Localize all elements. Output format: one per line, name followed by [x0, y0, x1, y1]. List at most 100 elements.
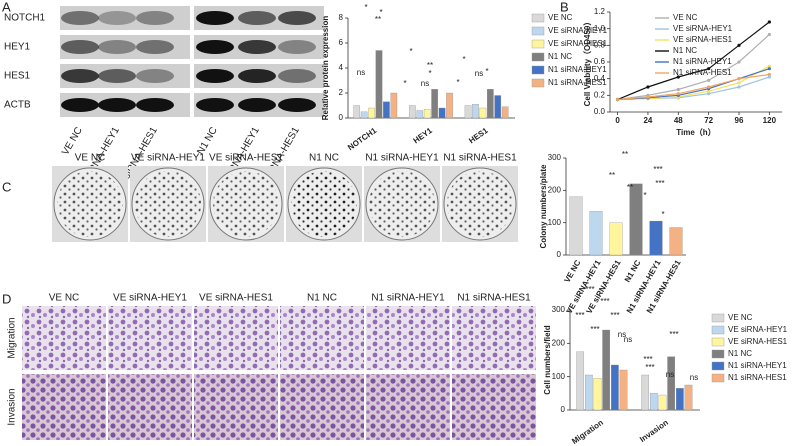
y-tick-label: 0.4 — [594, 74, 606, 83]
legend-swatch — [711, 373, 725, 383]
line — [617, 73, 770, 101]
marker — [767, 64, 771, 68]
significance: ns — [357, 68, 365, 77]
colonies — [57, 171, 123, 237]
legend-swatch — [711, 325, 725, 335]
migration-image — [280, 306, 364, 370]
bar — [487, 89, 494, 119]
legend-label: N1 siRNA-HES1 — [728, 373, 787, 382]
legend-label: VE siRNA-HEY1 — [673, 24, 733, 33]
blot-band — [278, 40, 316, 54]
y-tick-label: 300 — [552, 305, 566, 314]
blot-band — [98, 40, 136, 54]
legend-label: N1 siRNA-HES1 — [548, 78, 607, 87]
blot-band — [278, 69, 316, 83]
blot-band — [196, 11, 234, 25]
marker — [767, 72, 771, 77]
blot-band — [98, 98, 136, 112]
marker — [676, 75, 680, 79]
bar — [360, 111, 368, 119]
significance: *** — [610, 311, 619, 320]
migration-image — [366, 306, 450, 370]
y-tick-label: 2 — [339, 88, 344, 97]
significance: *** — [655, 179, 664, 188]
x-tick-label: Migration — [570, 418, 605, 446]
image-label: N1 NC — [307, 293, 337, 304]
migration-image — [22, 306, 106, 370]
line — [617, 21, 770, 101]
blot-band — [61, 11, 99, 25]
bar — [585, 374, 593, 411]
image-label: N1 siRNA-HEY1 — [371, 293, 445, 304]
image-label: N1 siRNA-HES1 — [443, 153, 517, 164]
bar — [446, 92, 453, 119]
legend-swatch — [531, 39, 545, 49]
y-tick-label: 0 — [557, 250, 562, 259]
bar — [669, 227, 683, 256]
y-tick-label: 200 — [552, 338, 566, 347]
significance: ns — [690, 373, 698, 382]
marker — [767, 20, 771, 24]
blot-band — [278, 98, 316, 112]
blot-band — [196, 40, 234, 54]
protein-label: NOTCH1 — [4, 13, 46, 24]
bar — [676, 388, 684, 411]
legend-swatch — [711, 349, 725, 359]
y-tick-label: 0.6 — [594, 57, 606, 66]
blot-band — [61, 69, 99, 83]
legend-swatch — [711, 313, 725, 323]
x-tick-label: N1 NC — [623, 258, 643, 283]
bar — [383, 101, 390, 119]
legend-label: N1 siRNA-HEY1 — [728, 361, 787, 370]
marker — [676, 92, 680, 96]
legend-label: VE NC — [728, 313, 753, 322]
marker — [646, 85, 650, 89]
significance: * — [462, 55, 465, 64]
blot-band — [98, 11, 136, 25]
bar — [501, 106, 509, 119]
blot-band — [238, 11, 276, 25]
blot-band — [238, 98, 276, 112]
line — [617, 68, 770, 101]
marker — [767, 67, 771, 71]
blot-band — [98, 69, 136, 83]
y-tick-label: 100 — [552, 372, 566, 381]
y-tick-label: 0.2 — [594, 90, 606, 99]
blot-band — [61, 40, 99, 54]
bar — [479, 107, 487, 119]
significance: *** — [669, 330, 678, 339]
panel-label: A — [2, 0, 11, 14]
protein-label: ACTB — [4, 100, 31, 111]
image-label: VE NC — [49, 293, 80, 304]
legend-label: VE siRNA-HES1 — [728, 337, 788, 346]
significance: ** — [375, 15, 381, 24]
marker — [676, 87, 680, 92]
significance: * — [364, 3, 367, 12]
bar — [423, 109, 431, 119]
bar — [375, 50, 383, 119]
significance: * — [456, 78, 459, 87]
blot-band — [238, 40, 276, 54]
legend-label: VE NC — [548, 13, 573, 22]
x-tick-label: HEY1 — [412, 126, 435, 146]
bar — [629, 183, 643, 256]
bar — [353, 105, 361, 119]
marker — [737, 60, 741, 64]
bar — [416, 110, 424, 119]
significance: ns — [618, 330, 626, 339]
bar — [593, 378, 602, 411]
x-tick-label: NOTCH1 — [346, 126, 379, 153]
image-label: VE siRNA-HES1 — [199, 293, 273, 304]
legend-label: N1 siRNA-HEY1 — [548, 65, 607, 74]
marker — [707, 67, 711, 71]
y-axis-title: Cell Viability（OD450） — [582, 18, 592, 107]
x-tick-label: 48 — [674, 116, 683, 125]
bar — [409, 105, 416, 119]
colonies — [213, 171, 279, 237]
significance: ** — [609, 171, 615, 180]
marker — [615, 97, 620, 102]
bar — [438, 107, 446, 119]
y-tick-label: 6 — [339, 38, 344, 47]
y-axis-title: Colony numbers/plate — [539, 164, 548, 249]
